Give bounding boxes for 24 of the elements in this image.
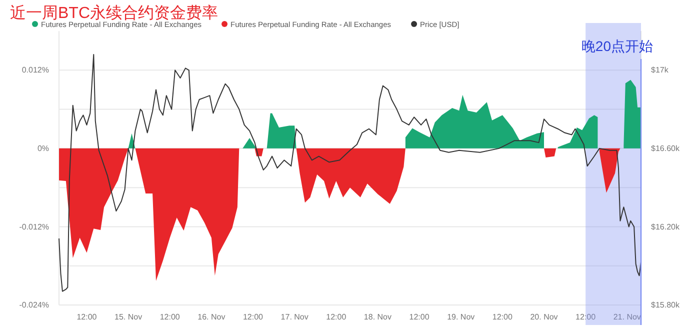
y-tick-label: -0.024%	[19, 300, 49, 310]
x-tick-label: 20. Nov	[530, 312, 558, 322]
x-tick-label: 12:00	[409, 312, 430, 322]
x-tick-label: 12:00	[492, 312, 513, 322]
x-tick-label: 19. Nov	[447, 312, 475, 322]
x-tick-label: 12:00	[326, 312, 347, 322]
x-tick-label: 18. Nov	[364, 312, 392, 322]
x-tick-label: 12:00	[160, 312, 180, 322]
y2-tick-label: $15.80k	[651, 300, 680, 310]
x-tick-label: 12:00	[576, 312, 596, 322]
x-tick-label: 12:00	[76, 312, 98, 322]
x-tick-label: 15. Nov	[114, 312, 142, 322]
y2-tick-label: $16.20k	[651, 222, 680, 232]
x-tick-label: 17. Nov	[280, 312, 308, 322]
y-tick-label: 0%	[37, 144, 49, 153]
band-label: 晚20点开始	[581, 38, 653, 54]
x-tick-label: 12:00	[242, 312, 264, 322]
x-tick-label: 21. Nov	[613, 312, 641, 322]
y2-tick-label: $16.60k	[651, 144, 680, 153]
y2-tick-label: $17k	[651, 66, 670, 75]
x-tick-label: 16. Nov	[198, 312, 226, 322]
chart-title: 近一周BTC永续合约资金费率	[10, 4, 218, 22]
y-tick-label: -0.012%	[19, 222, 49, 232]
y-tick-label: 0.012%	[22, 66, 49, 75]
